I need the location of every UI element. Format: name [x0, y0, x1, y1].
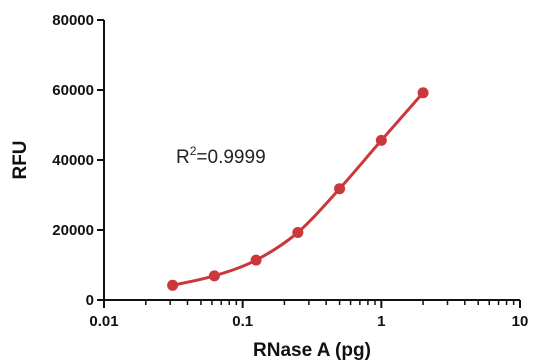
y-axis-title: RFU [10, 140, 31, 179]
r-squared-annotation: R2=0.9999 [176, 144, 266, 168]
data-point [292, 226, 304, 238]
y-ticks: 0 20000 40000 60000 80000 [52, 12, 104, 309]
plot-area [167, 87, 429, 291]
axes: 0 20000 40000 60000 80000 0.01 0.1 1 10 [52, 12, 528, 330]
r-squared-value: =0.9999 [196, 147, 265, 168]
x-tick-label: 1 [377, 313, 385, 330]
y-tick-label: 40000 [52, 152, 94, 169]
x-ticks: 0.01 0.1 1 10 [89, 300, 528, 330]
y-tick-label: 80000 [52, 12, 94, 29]
y-tick-label: 0 [86, 292, 94, 309]
data-point [334, 183, 346, 195]
r-squared-prefix: R [176, 147, 190, 168]
series-line [172, 91, 425, 287]
x-tick-label: 0.1 [232, 313, 253, 330]
data-point [167, 279, 179, 291]
data-point [208, 270, 220, 282]
data-point [375, 134, 387, 146]
data-point [417, 87, 429, 99]
x-axis-title: RNase A (pg) [253, 340, 371, 361]
y-tick-label: 20000 [52, 222, 94, 239]
r-squared-superscript: 2 [190, 144, 197, 158]
x-tick-label: 10 [512, 313, 529, 330]
data-point [250, 254, 262, 266]
y-tick-label: 60000 [52, 82, 94, 99]
x-tick-label: 0.01 [89, 313, 118, 330]
